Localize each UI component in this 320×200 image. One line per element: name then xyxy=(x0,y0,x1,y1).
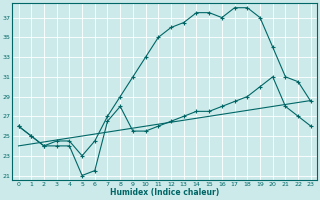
X-axis label: Humidex (Indice chaleur): Humidex (Indice chaleur) xyxy=(110,188,219,197)
